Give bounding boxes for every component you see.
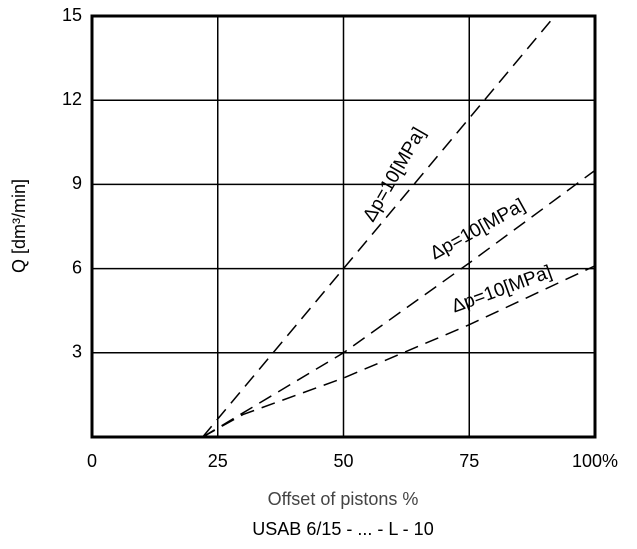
y-tick-label: 6 bbox=[72, 257, 82, 277]
x-axis-label: Offset of pistons % bbox=[268, 489, 419, 509]
series-line bbox=[202, 169, 596, 438]
y-tick-label: 9 bbox=[72, 173, 82, 193]
series-line bbox=[202, 265, 596, 438]
y-tick-label: 3 bbox=[72, 342, 82, 362]
x-tick-label: 75 bbox=[459, 451, 479, 471]
y-tick-label: 12 bbox=[62, 89, 82, 109]
line-label: Δp=10[MPa] bbox=[449, 262, 555, 318]
caption: USAB 6/15 - ... - L - 10 bbox=[252, 519, 433, 539]
y-axis-label: Q [dm³/min] bbox=[9, 179, 29, 273]
line-label: Δp=10[MPa] bbox=[359, 124, 430, 226]
x-tick-label: 50 bbox=[333, 451, 353, 471]
series-line bbox=[202, 15, 556, 438]
x-tick-label: 25 bbox=[208, 451, 228, 471]
x-tick-label: 0 bbox=[87, 451, 97, 471]
y-tick-label: 15 bbox=[62, 5, 82, 25]
x-tick-label: 100% bbox=[572, 451, 618, 471]
plot-frame bbox=[90, 14, 597, 439]
